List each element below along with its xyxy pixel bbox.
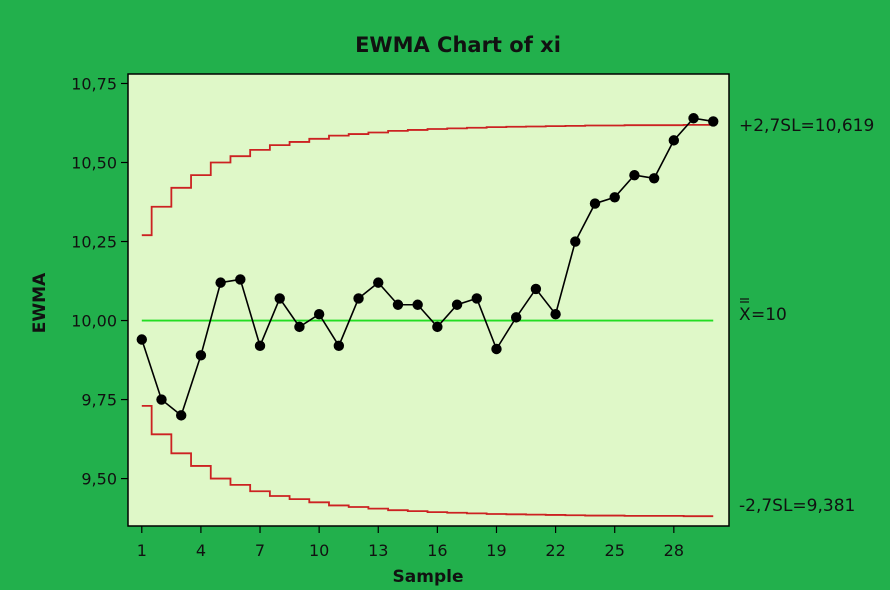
- ewma-data-point: [215, 277, 226, 288]
- ewma-data-point: [235, 274, 246, 285]
- ewma-data-point: [550, 309, 561, 320]
- x-tick-label: 7: [255, 541, 265, 560]
- ewma-data-point: [648, 173, 660, 184]
- ewma-data-point: [609, 192, 620, 203]
- ucl-label: +2,7SL=10,619: [739, 116, 874, 136]
- center-line-label: =10: [751, 305, 787, 325]
- y-axis-label: EWMA: [30, 272, 50, 333]
- ewma-data-point: [510, 312, 522, 323]
- y-tick-label: 10,50: [71, 154, 117, 173]
- ewma-data-point: [530, 283, 542, 295]
- upper-control-limit-line: [141, 123, 714, 237]
- ewma-data-point: [392, 299, 404, 310]
- x-axis: 1 4 7 10 13 16 19 22 25 28: [137, 526, 684, 560]
- ewma-data-point: [294, 321, 305, 333]
- x-tick-label: 4: [196, 541, 206, 560]
- ewma-data-point: [313, 309, 325, 320]
- y-tick-label: 10,00: [71, 312, 117, 331]
- ewma-data-point: [451, 299, 463, 310]
- x-tick-label: 25: [605, 541, 625, 560]
- y-tick-label: 10,75: [71, 74, 117, 93]
- ewma-data-point: [589, 198, 601, 209]
- y-tick-label: 9,75: [81, 391, 117, 410]
- x-axis-label: Sample: [393, 567, 464, 587]
- ewma-data-point: [373, 277, 384, 288]
- plot-area: [127, 73, 730, 527]
- x-tick-label: 13: [368, 541, 388, 560]
- chart-title: EWMA Chart of xi: [355, 33, 561, 57]
- plot-series: [136, 113, 719, 518]
- ewma-data-point: [570, 236, 581, 247]
- ewma-data-point: [136, 334, 147, 345]
- ewma-data-point: [688, 113, 699, 124]
- x-tick-label: 10: [309, 541, 329, 560]
- x-tick-label: 22: [545, 541, 565, 560]
- lcl-label: -2,7SL=9,381: [739, 496, 855, 516]
- center-line-symbol: X: [739, 305, 751, 325]
- ewma-data-point: [668, 135, 680, 146]
- y-axis: 9,50 9,75 10,00 10,25 10,50 10,75: [71, 74, 128, 489]
- x-tick-label: 19: [486, 541, 506, 560]
- ewma-data-point: [412, 299, 423, 310]
- y-tick-label: 10,25: [71, 233, 117, 252]
- ewma-data-point: [471, 293, 482, 304]
- ewma-data-point: [708, 116, 719, 127]
- lower-control-limit-line: [141, 404, 714, 518]
- ewma-data-point: [432, 321, 443, 333]
- x-tick-label: 1: [137, 541, 147, 560]
- ewma-data-point: [353, 293, 364, 304]
- ewma-data-point: [333, 340, 345, 352]
- ewma-data-point: [195, 350, 207, 361]
- x-tick-label: 28: [664, 541, 684, 560]
- ewma-data-point: [629, 169, 640, 181]
- ewma-data-point: [254, 340, 266, 352]
- ewma-data-point: [156, 394, 167, 405]
- ewma-data-point: [491, 343, 502, 355]
- y-tick-label: 9,50: [81, 470, 117, 489]
- x-tick-label: 16: [427, 541, 447, 560]
- ewma-data-point: [274, 293, 285, 304]
- ewma-data-point: [176, 410, 187, 421]
